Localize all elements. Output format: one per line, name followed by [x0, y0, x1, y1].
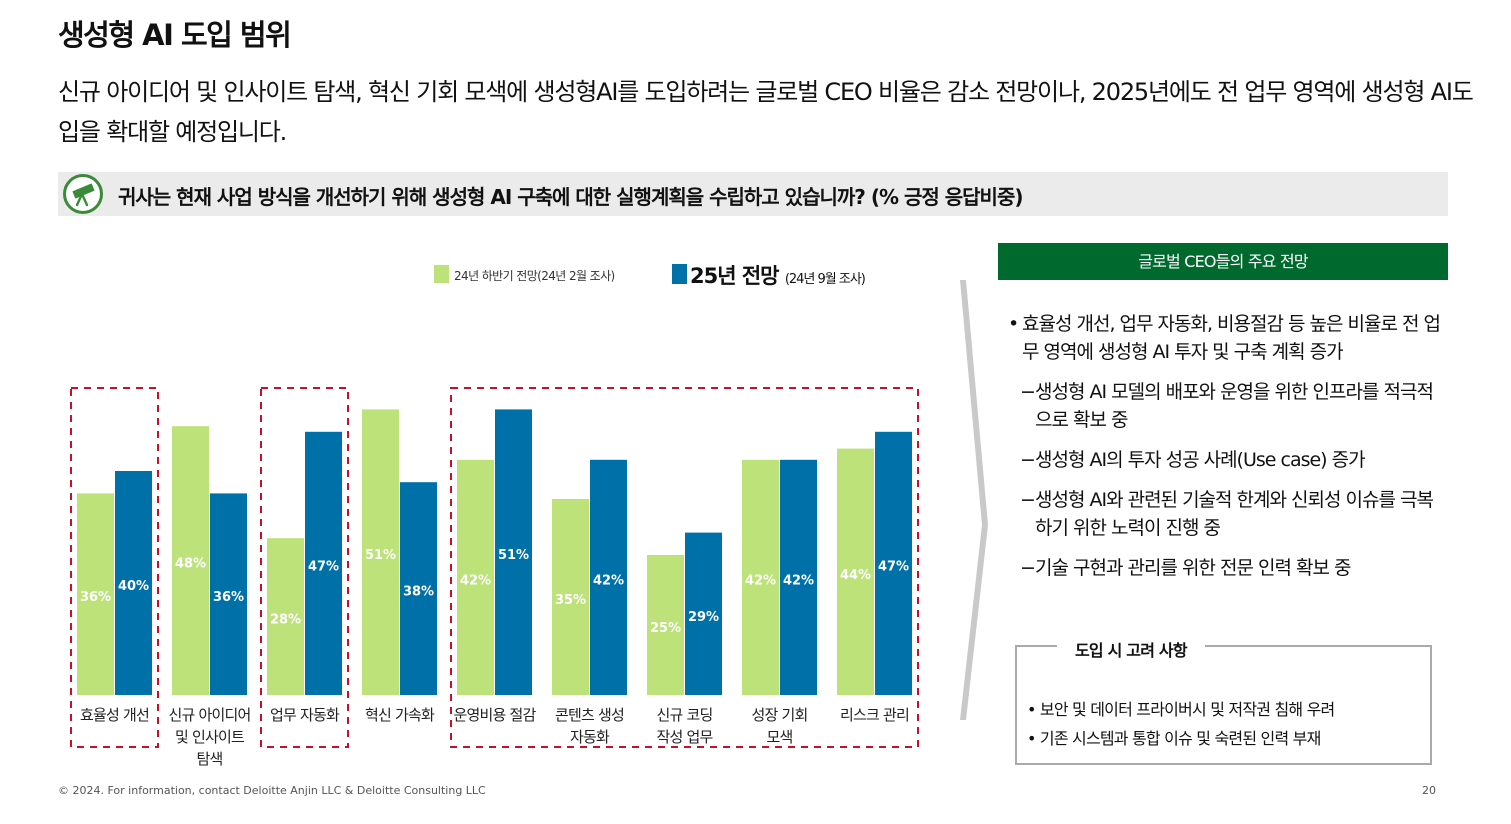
data-label: 51%: [498, 548, 529, 563]
outlook-sub-item: − 생성형 AI의 투자 성공 사례(Use case) 증가: [1020, 449, 1366, 471]
bar: [362, 409, 399, 695]
data-label: 42%: [745, 573, 776, 588]
outlook-list: • 효율성 개선, 업무 자동화, 비용절감 등 높은 비율로 전 업무 영역에…: [1008, 310, 1448, 582]
category-label: 및 인사이트: [175, 728, 245, 746]
page-title: 생성형 AI 도입 범위: [58, 18, 292, 52]
category-label: 신규 코딩: [657, 706, 713, 724]
highlight-box: [260, 387, 349, 748]
category-label: 작성 업무: [657, 728, 714, 746]
category-label: 탐색: [196, 750, 222, 768]
data-label: 35%: [555, 593, 586, 608]
highlight-box: [450, 387, 919, 748]
bar: [647, 555, 684, 695]
category-label: 혁신 가속화: [365, 706, 435, 724]
bar: [742, 459, 779, 695]
bar: [400, 482, 437, 695]
data-label: 28%: [270, 613, 301, 628]
legend-swatch: [434, 265, 449, 283]
category-label: 자동화: [570, 728, 610, 746]
bar: [590, 459, 627, 695]
data-label: 48%: [175, 557, 206, 572]
bar: [210, 493, 247, 695]
chevron-right-icon: [960, 280, 988, 720]
category-label: 신규 아이디어: [169, 706, 251, 724]
question-bar: 귀사는 현재 사업 방식을 개선하기 위해 생성형 AI 구축에 대한 실행계획…: [58, 172, 1448, 216]
page-subtitle: 신규 아이디어 및 인사이트 탐색, 혁신 기회 모색에 생성형AI를 도입하려…: [58, 78, 1474, 146]
bar: [305, 431, 342, 695]
bar-chart: 36% 48% 28% 51% 42% 35% 25% 42% 44% 40% 36% 47% 38% 5…: [70, 264, 919, 768]
consideration-title: 도입 시 고려 사항: [1057, 637, 1205, 661]
legend-note: (24년 9월 조사): [785, 272, 865, 287]
category-label: 모색: [766, 728, 792, 746]
bar: [115, 471, 152, 695]
telescope-icon: [63, 174, 103, 214]
panel-header: 글로벌 CEO들의 주요 전망: [998, 243, 1448, 280]
question-text: 귀사는 현재 사업 방식을 개선하기 위해 생성형 AI 구축에 대한 실행계획…: [118, 185, 1023, 209]
bar: [172, 426, 209, 695]
highlight-box: [70, 387, 159, 748]
consideration-box: 도입 시 고려 사항 • 보안 및 데이터 프라이버시 및 저작권 침해 우려 …: [1015, 637, 1432, 765]
bar: [457, 459, 494, 695]
data-label: 44%: [840, 568, 871, 583]
data-label: 47%: [878, 559, 909, 574]
consideration-item: • 보안 및 데이터 프라이버시 및 저작권 침해 우려: [1027, 700, 1335, 719]
bar: [77, 493, 114, 695]
bar: [495, 409, 532, 695]
data-label: 42%: [783, 573, 814, 588]
consideration-item: • 기존 시스템과 통합 이슈 및 숙련된 인력 부재: [1027, 729, 1321, 748]
outlook-main-bullet: • 효율성 개선, 업무 자동화, 비용절감 등 높은 비율로 전 업무 영역에…: [1008, 313, 1441, 363]
category-label: 운영비용 절감: [454, 706, 537, 724]
legend-label: 25년 전망 (24년 9월 조사): [690, 264, 865, 288]
category-label: 리스크 관리: [840, 706, 909, 724]
data-label: 51%: [365, 548, 396, 563]
consideration-list: • 보안 및 데이터 프라이버시 및 저작권 침해 우려 • 기존 시스템과 통…: [1027, 695, 1335, 753]
data-label: 47%: [308, 559, 339, 574]
data-label: 36%: [213, 590, 244, 605]
outlook-sub-item: − 기술 구현과 관리를 위한 전문 인력 확보 중: [1020, 557, 1351, 579]
bar: [685, 532, 722, 695]
footer-copyright: © 2024. For information, contact Deloitt…: [58, 784, 486, 797]
outlook-sub-item: − 생성형 AI와 관련된 기술적 한계와 신뢰성 이슈를 극복하기 위한 노력…: [1020, 489, 1434, 539]
outlook-sub-item: − 생성형 AI 모델의 배포와 운영을 위한 인프라를 적극적으로 확보 중: [1020, 381, 1434, 431]
data-label: 40%: [118, 579, 149, 594]
category-label: 콘텐츠 생성: [555, 706, 624, 724]
bar: [552, 499, 589, 695]
legend-swatch: [672, 264, 687, 284]
category-label: 업무 자동화: [270, 706, 340, 724]
bar: [267, 538, 304, 695]
bar: [837, 448, 874, 695]
page-number: 20: [1422, 784, 1436, 797]
category-label: 성장 기회: [752, 706, 808, 724]
bar: [780, 459, 817, 695]
data-label: 42%: [593, 573, 624, 588]
category-label: 효율성 개선: [80, 706, 149, 724]
data-label: 38%: [403, 585, 434, 600]
bar: [875, 431, 912, 695]
data-label: 25%: [650, 621, 681, 636]
legend-label: 24년 하반기 전망(24년 2월 조사): [454, 269, 615, 283]
data-label: 42%: [460, 573, 491, 588]
data-label: 29%: [688, 610, 719, 625]
data-label: 36%: [80, 590, 111, 605]
